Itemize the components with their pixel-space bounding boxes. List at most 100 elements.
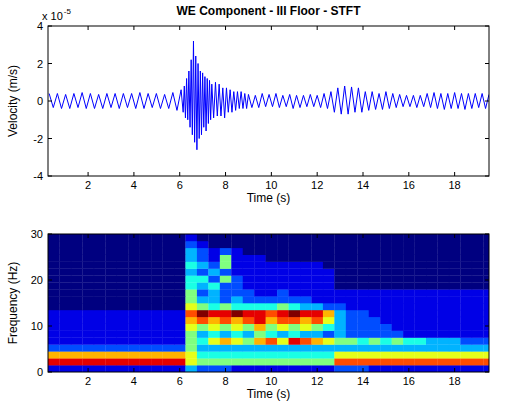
x-tick-label: 14: [357, 375, 369, 387]
spectrogram-cell: [483, 344, 489, 351]
spectrogram-cell: [426, 248, 438, 255]
spectrogram-cell: [94, 262, 106, 269]
spectrogram-cell: [151, 248, 163, 255]
spectrogram-cell: [71, 310, 83, 317]
spectrogram-cell: [289, 289, 301, 296]
spectrogram-cell: [163, 269, 175, 276]
y-tick: [48, 280, 52, 281]
spectrogram-cell: [266, 234, 278, 241]
spectrogram-cell: [140, 358, 152, 365]
spectrogram-cell: [346, 338, 358, 345]
spectrogram-cell: [82, 331, 94, 338]
spectrogram-cell: [128, 358, 140, 365]
spectrogram-cell: [334, 303, 346, 310]
spectrogram-cell: [174, 365, 186, 372]
spectrogram-cell: [300, 303, 312, 310]
spectrogram-cell: [71, 365, 83, 372]
spectrogram-cell: [266, 303, 278, 310]
x-tick: [225, 172, 226, 176]
plot-background: [48, 234, 489, 372]
x-tick: [133, 172, 134, 176]
spectrogram-cell: [254, 241, 266, 248]
spectrogram-cell: [403, 275, 415, 282]
spectrogram-cell: [197, 234, 209, 241]
spectrogram-cell: [392, 262, 404, 269]
spectrogram-cell: [197, 351, 209, 358]
spectrogram-cell: [460, 282, 472, 289]
spectrogram-cell: [289, 296, 301, 303]
spectrogram-cell: [254, 338, 266, 345]
spectrogram-cell: [346, 358, 358, 365]
spectrogram-cell: [311, 234, 323, 241]
spectrogram-cell: [277, 269, 289, 276]
spectrogram-cell: [403, 358, 415, 365]
spectrogram-cell: [151, 269, 163, 276]
spectrogram-cell: [163, 317, 175, 324]
spectrogram-cell: [208, 344, 220, 351]
spectrogram-cell: [140, 331, 152, 338]
spectrogram-cell: [197, 248, 209, 255]
spectrogram-cell: [185, 338, 197, 345]
spectrogram-cell: [472, 344, 484, 351]
spectrogram-cell: [163, 303, 175, 310]
x-tick: [317, 234, 318, 238]
spectrogram-cell: [357, 351, 369, 358]
spectrogram-cell: [380, 358, 392, 365]
spectrogram-cell: [231, 275, 243, 282]
spectrogram-cell: [163, 275, 175, 282]
spectrogram-cell: [311, 275, 323, 282]
spectrogram-cell: [277, 296, 289, 303]
spectrogram-cell: [48, 338, 60, 345]
spectrogram-cell: [449, 275, 461, 282]
spectrogram-cell: [300, 358, 312, 365]
spectrogram-cell: [460, 365, 472, 372]
spectrogram-cell: [449, 248, 461, 255]
x-tick: [454, 234, 455, 238]
spectrogram-cell: [266, 331, 278, 338]
spectrogram-cell: [82, 358, 94, 365]
spectrogram-cell: [185, 262, 197, 269]
spectrogram-cell: [403, 310, 415, 317]
spectrogram-cell: [266, 255, 278, 262]
spectrogram-cell: [403, 303, 415, 310]
spectrogram-cell: [151, 303, 163, 310]
spectrogram-cell: [346, 262, 358, 269]
spectrogram-cell: [163, 351, 175, 358]
spectrogram-cell: [323, 255, 335, 262]
spectrogram-cell: [71, 358, 83, 365]
spectrogram-cell: [357, 358, 369, 365]
spectrogram-cell: [266, 324, 278, 331]
spectrogram-cell: [185, 344, 197, 351]
x-tick: [408, 234, 409, 238]
x-tick-label: 6: [177, 179, 183, 191]
x-tick: [317, 172, 318, 176]
spectrogram-cell: [277, 310, 289, 317]
spectrogram-cell: [449, 344, 461, 351]
spectrogram-cell: [357, 365, 369, 372]
spectrogram-cell: [174, 262, 186, 269]
spectrogram-cell: [174, 310, 186, 317]
spectrogram-cell: [392, 303, 404, 310]
spectrogram-cell: [140, 269, 152, 276]
spectrogram-cell: [289, 324, 301, 331]
spectrogram-cell: [311, 241, 323, 248]
chart: 24681012141618-4-2024Time (s)Velocity (m…: [0, 0, 518, 408]
spectrogram-cell: [231, 351, 243, 358]
x-tick: [225, 26, 226, 30]
spectrogram-cell: [185, 282, 197, 289]
spectrogram-cell: [82, 241, 94, 248]
spectrogram-cell: [426, 275, 438, 282]
spectrogram-cell: [266, 351, 278, 358]
spectrogram-cell: [392, 365, 404, 372]
spectrogram-cell: [346, 365, 358, 372]
spectrogram-cell: [174, 351, 186, 358]
spectrogram-cell: [369, 248, 381, 255]
spectrogram-cell: [289, 344, 301, 351]
spectrogram-cell: [105, 275, 117, 282]
spectrogram-cell: [254, 296, 266, 303]
spectrogram-cell: [174, 358, 186, 365]
spectrogram-cell: [415, 296, 427, 303]
spectrogram-cell: [243, 338, 255, 345]
spectrogram-cell: [220, 248, 232, 255]
spectrogram-cell: [140, 234, 152, 241]
